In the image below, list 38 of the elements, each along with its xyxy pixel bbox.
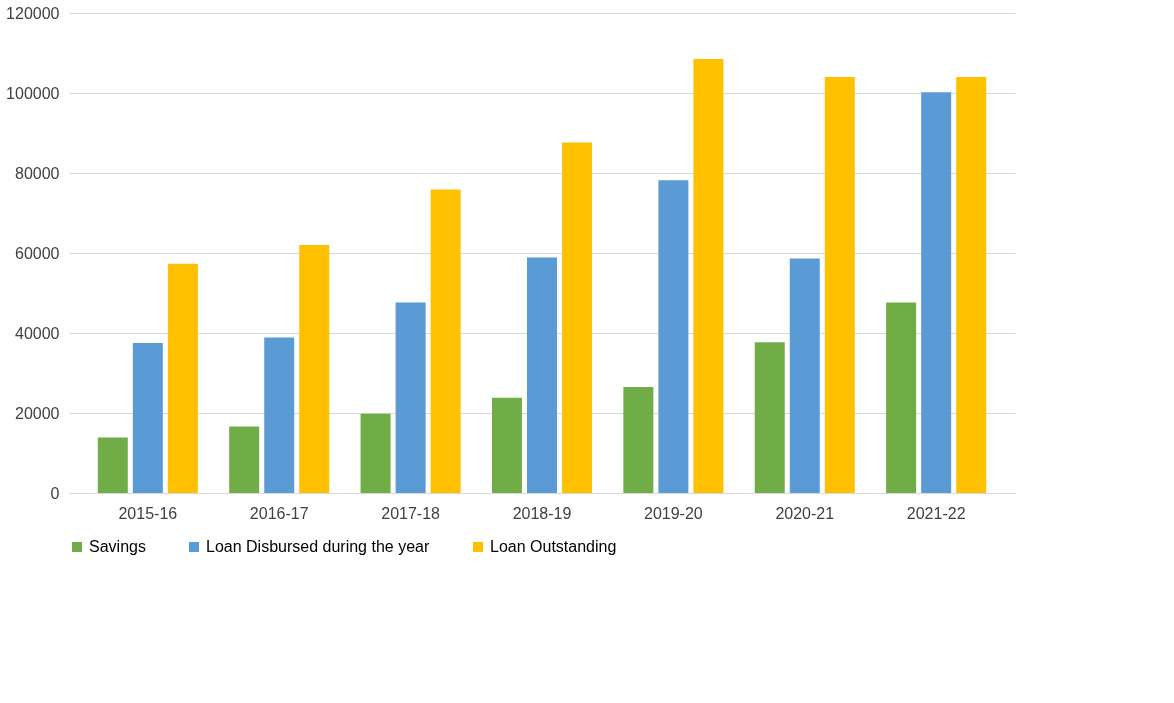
bar (754, 342, 785, 493)
x-tick-label: 2015-16 (118, 504, 178, 522)
y-tick-label: 60000 (15, 244, 60, 262)
y-tick-label: 40000 (15, 324, 60, 342)
bar (956, 77, 987, 493)
bar (789, 258, 820, 493)
bar (167, 263, 198, 493)
bar (921, 92, 952, 493)
bar (693, 59, 724, 493)
y-tick-label: 20000 (15, 404, 60, 422)
x-tick-label: 2017-18 (381, 504, 441, 522)
bar (824, 77, 855, 493)
x-tick-label: 2021-22 (906, 504, 966, 522)
bar (395, 302, 426, 493)
bar (360, 413, 391, 493)
bar (623, 387, 654, 493)
bar (658, 180, 689, 493)
bar (527, 257, 557, 493)
bar (132, 343, 163, 493)
legend-label: Loan Outstanding (490, 538, 617, 555)
x-tick-label: 2019-20 (644, 504, 703, 522)
bar (491, 397, 522, 493)
x-tick-label: 2020-21 (775, 504, 835, 522)
y-tick-label: 80000 (15, 164, 60, 182)
bar (562, 142, 593, 493)
x-tick-label: 2018-19 (512, 504, 572, 522)
x-tick-label: 2016-17 (249, 504, 309, 522)
bar (97, 437, 128, 493)
bar (886, 302, 917, 493)
legend-label: Savings (89, 538, 146, 555)
legend-label: Loan Disbursed during the year (206, 538, 430, 555)
y-tick-label: 100000 (6, 84, 60, 102)
bar (430, 189, 461, 493)
y-tick-label: 0 (50, 484, 60, 502)
y-tick-label: 120000 (6, 4, 60, 22)
bar (264, 337, 295, 493)
bar (299, 245, 330, 493)
bar (229, 426, 260, 493)
